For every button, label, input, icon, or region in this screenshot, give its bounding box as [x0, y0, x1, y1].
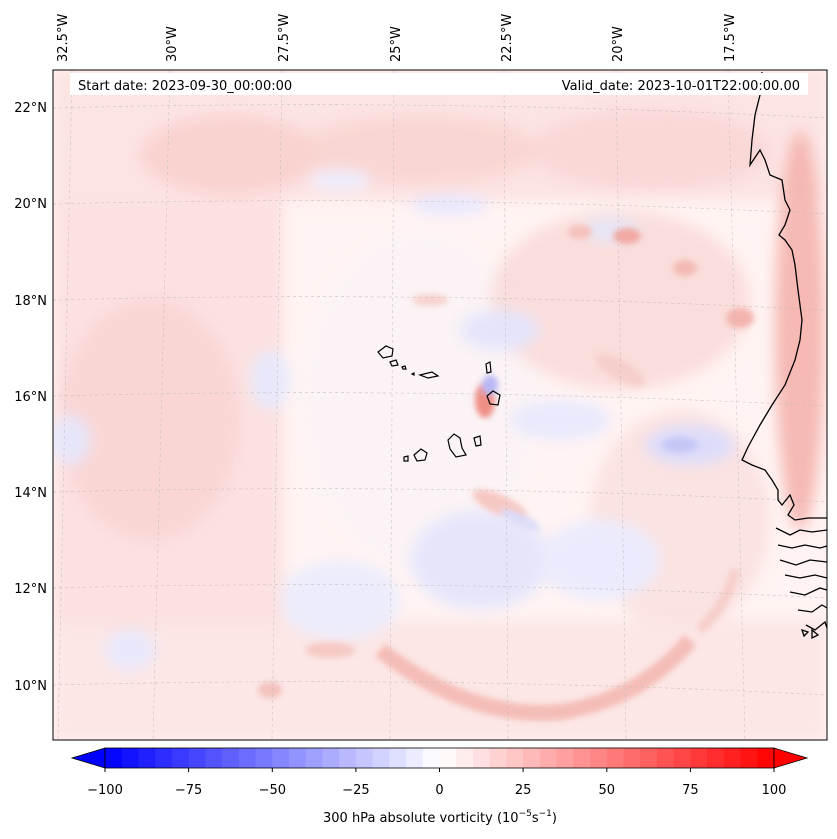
colorbar-band — [606, 748, 625, 768]
colorbar-tick: −25 — [342, 768, 370, 798]
cape-verde-islands — [377, 345, 501, 462]
graticule — [53, 70, 827, 740]
colorbar-band — [489, 748, 508, 768]
colorbar: −100 −75 −50 −25 0 25 50 75 100 300 hPa … — [70, 747, 809, 826]
lon-label: 27.5°W — [277, 14, 292, 62]
colorbar-band — [590, 748, 608, 768]
colorbar-band — [723, 748, 742, 768]
colorbar-band — [355, 748, 374, 768]
svg-text:−100: −100 — [87, 783, 123, 798]
lon-label: 25°W — [389, 26, 404, 62]
lat-label: 12°N — [14, 582, 47, 597]
colorbar-band — [690, 748, 708, 768]
colorbar-band — [222, 748, 240, 768]
colorbar-band — [322, 748, 340, 768]
start-date-label: Start date: 2023-09-30_00:00:00 — [78, 79, 292, 94]
svg-text:75: 75 — [682, 783, 699, 798]
colorbar-band — [406, 748, 424, 768]
colorbar-band — [205, 748, 223, 768]
colorbar-band — [339, 748, 357, 768]
svg-text:100: 100 — [762, 783, 787, 798]
lon-label: 20°W — [611, 26, 626, 62]
colorbar-band — [372, 748, 390, 768]
lat-label: 16°N — [14, 390, 47, 405]
lat-label: 20°N — [14, 197, 47, 212]
map-frame — [52, 69, 828, 741]
colorbar-band — [121, 748, 140, 768]
colorbar-band — [523, 748, 541, 768]
colorbar-band — [556, 748, 574, 768]
svg-text:50: 50 — [599, 783, 616, 798]
colorbar-band — [707, 748, 725, 768]
colorbar-band — [105, 748, 123, 768]
colorbar-band — [656, 748, 675, 768]
colorbar-tick: 50 — [599, 768, 616, 798]
colorbar-bands — [105, 748, 775, 768]
svg-text:0: 0 — [435, 783, 443, 798]
svg-text:−75: −75 — [175, 783, 202, 798]
colorbar-band — [640, 748, 658, 768]
header-box — [70, 73, 808, 95]
colorbar-band — [188, 748, 206, 768]
colorbar-tick: 75 — [682, 768, 699, 798]
lat-label: 22°N — [14, 101, 47, 116]
lon-label: 30°W — [165, 26, 180, 62]
svg-text:−25: −25 — [342, 783, 369, 798]
colorbar-tick: 25 — [515, 768, 532, 798]
colorbar-band — [506, 748, 524, 768]
colorbar-band — [456, 748, 474, 768]
longitude-labels: 32.5°W 30°W 27.5°W 25°W 22.5°W 20°W 17.5… — [56, 14, 738, 62]
colorbar-band — [171, 748, 190, 768]
colorbar-max-extend — [773, 747, 809, 769]
colorbar-tick: −50 — [259, 768, 286, 798]
colorbar-band — [757, 748, 775, 768]
colorbar-band — [740, 748, 758, 768]
lat-label: 10°N — [14, 679, 47, 694]
colorbar-band — [539, 748, 558, 768]
colorbar-band — [472, 748, 491, 768]
colorbar-band — [155, 748, 173, 768]
map-panel: Start date: 2023-09-30_00:00:00 Valid_da… — [53, 70, 827, 740]
colorbar-ticks: −100 −75 −50 −25 0 25 50 75 100 — [87, 768, 786, 798]
colorbar-band — [238, 748, 257, 768]
lat-label: 14°N — [14, 486, 47, 501]
colorbar-band — [389, 748, 407, 768]
colorbar-band — [422, 748, 441, 768]
colorbar-label: 300 hPa absolute vorticity (10−5s−1) — [323, 809, 557, 826]
colorbar-band — [272, 748, 290, 768]
lon-label: 32.5°W — [56, 14, 71, 62]
valid-date-label: Valid_date: 2023-10-01T22:00:00.00 — [562, 79, 800, 94]
colorbar-min-extend — [70, 747, 106, 769]
colorbar-tick: −75 — [175, 768, 202, 798]
african-coastline — [741, 71, 827, 640]
lat-label: 18°N — [14, 294, 47, 309]
colorbar-tick: −100 — [87, 768, 123, 798]
svg-text:25: 25 — [515, 783, 532, 798]
latitude-labels: 22°N 20°N 18°N 16°N 14°N 12°N 10°N — [14, 101, 47, 694]
colorbar-band — [439, 748, 457, 768]
colorbar-tick: 100 — [762, 768, 787, 798]
svg-text:−50: −50 — [259, 783, 286, 798]
colorbar-band — [288, 748, 307, 768]
colorbar-band — [673, 748, 691, 768]
colorbar-band — [305, 748, 324, 768]
vorticity-features — [258, 225, 754, 721]
lon-label: 17.5°W — [723, 14, 738, 62]
colorbar-band — [573, 748, 591, 768]
lon-label: 22.5°W — [500, 14, 515, 62]
colorbar-band — [623, 748, 641, 768]
colorbar-tick: 0 — [435, 768, 444, 798]
colorbar-band — [255, 748, 273, 768]
colorbar-band — [138, 748, 156, 768]
